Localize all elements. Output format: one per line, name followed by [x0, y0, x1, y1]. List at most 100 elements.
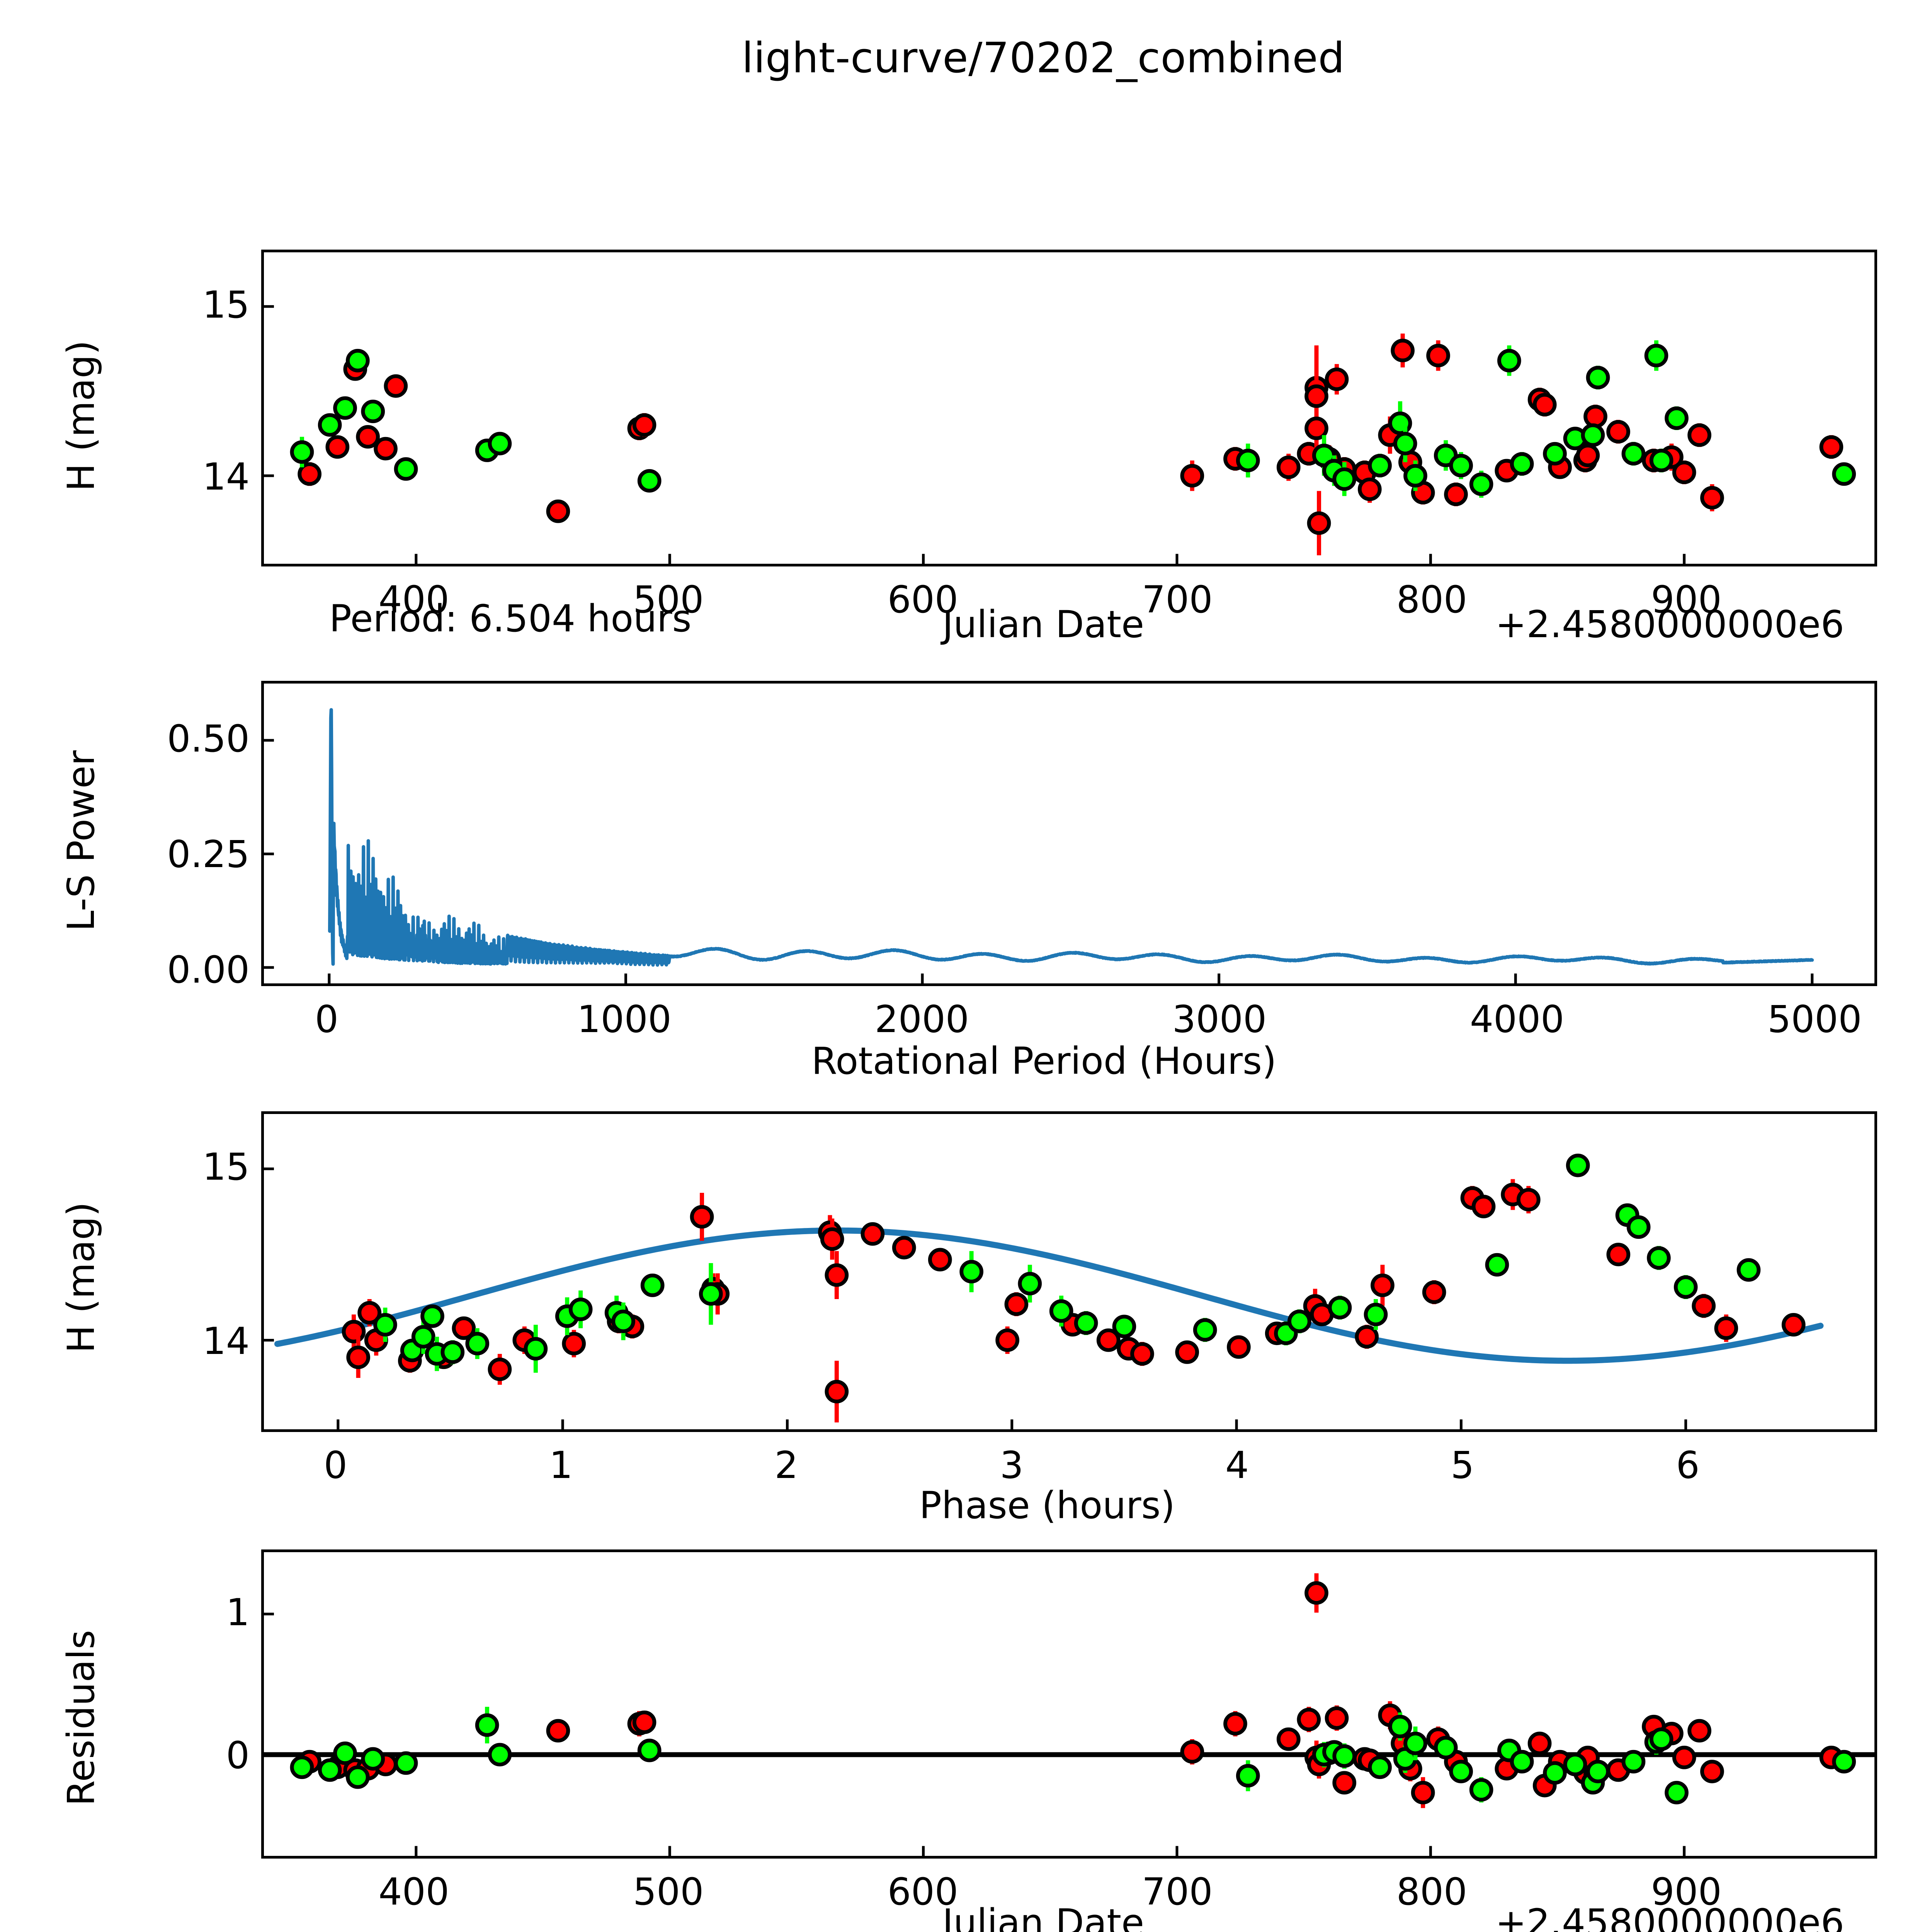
data-point [1388, 1714, 1412, 1738]
ytick-label: 14 [202, 455, 250, 499]
data-point [892, 1236, 916, 1260]
data-point [1497, 349, 1521, 372]
data-point [1714, 1316, 1738, 1340]
data-point [384, 374, 408, 398]
data-point [1332, 1744, 1357, 1768]
data-point [356, 425, 380, 449]
xtick-label: 700 [1142, 578, 1213, 621]
data-point [1368, 1755, 1392, 1779]
xtick-label: 700 [1142, 1870, 1213, 1913]
data-point [1355, 1325, 1379, 1349]
data-point [1304, 1581, 1328, 1605]
data-point [546, 1719, 570, 1743]
data-point [861, 1222, 885, 1246]
data-point [346, 1345, 370, 1369]
data-point [1096, 1328, 1121, 1352]
residuals-x-offset: +2.4580000000e6 [1495, 1901, 1844, 1932]
xtick-label: 2000 [874, 998, 969, 1041]
data-point [1543, 442, 1567, 466]
data-point [562, 1332, 586, 1355]
data-point [1606, 420, 1630, 444]
data-point [361, 400, 385, 423]
data-point [1649, 449, 1673, 473]
sinusoid-fit-line [274, 1227, 1824, 1364]
data-point [342, 1320, 366, 1344]
data-point [1644, 344, 1668, 367]
data-point [1018, 1272, 1042, 1296]
data-point [333, 396, 357, 420]
data-point [1673, 1275, 1698, 1299]
data-point [1403, 1731, 1427, 1755]
data-point [1516, 1188, 1541, 1212]
data-point [1004, 1292, 1029, 1316]
data-point [1471, 1195, 1496, 1218]
data-point [488, 1357, 512, 1381]
data-point [1325, 1706, 1349, 1730]
data-point [1304, 384, 1328, 408]
xtick-label: 1000 [577, 998, 672, 1041]
ytick-label: 0 [226, 1734, 250, 1777]
data-point [1276, 1727, 1301, 1751]
data-point [1297, 1708, 1321, 1731]
data-point [1510, 1750, 1534, 1774]
data-point [1621, 442, 1646, 466]
data-point [1391, 338, 1415, 362]
data-point [546, 499, 570, 523]
xtick-label: 800 [1396, 578, 1468, 621]
data-point [394, 457, 418, 481]
data-point [1236, 449, 1260, 473]
xtick-label: 5 [1451, 1444, 1475, 1487]
data-point [1621, 1750, 1646, 1774]
data-point [1332, 467, 1357, 491]
data-point [1236, 1764, 1260, 1787]
data-point [1469, 472, 1493, 496]
xtick-label: 500 [633, 578, 704, 621]
data-point [632, 413, 656, 437]
data-point [1393, 432, 1417, 456]
data-point [290, 1755, 314, 1779]
data-point [1422, 1280, 1446, 1304]
data-point [1543, 1761, 1567, 1785]
data-point [1583, 405, 1607, 429]
data-point [465, 1332, 490, 1355]
xtick-label: 3000 [1172, 998, 1267, 1041]
data-point [1819, 435, 1844, 459]
data-point [1626, 1215, 1651, 1239]
xtick-label: 2 [774, 1444, 798, 1487]
lightcurve-xlabel: Julian Date [942, 603, 1145, 646]
residuals-plot-area [264, 1573, 1874, 1856]
data-point [524, 1337, 548, 1361]
data-point [1180, 464, 1204, 488]
phase-xlabel: Phase (hours) [919, 1484, 1175, 1527]
data-point [1357, 477, 1382, 501]
lightcurve-x-offset: +2.4580000000e6 [1495, 603, 1844, 646]
data-point [1700, 1760, 1724, 1784]
data-point [373, 1313, 397, 1337]
data-point [325, 435, 350, 459]
periodogram-plot-area [264, 708, 1814, 983]
data-point [928, 1248, 952, 1272]
data-point [1287, 1310, 1311, 1333]
data-point [290, 440, 314, 464]
data-point [346, 1765, 370, 1789]
data-point [1665, 406, 1689, 430]
periodogram-xlabel: Rotational Period (Hours) [811, 1039, 1277, 1083]
data-point [825, 1380, 849, 1403]
series-green [290, 340, 1856, 498]
data-point [1364, 1303, 1388, 1327]
phase-plot-area [264, 1153, 1824, 1429]
data-point [1832, 462, 1856, 486]
xtick-label: 600 [887, 1870, 958, 1913]
data-point [959, 1260, 983, 1284]
data-point [1049, 1299, 1073, 1323]
periodogram-line [328, 708, 1814, 967]
data-point [1449, 454, 1473, 478]
series-red [298, 1573, 1844, 1808]
data-point [1510, 452, 1534, 476]
residuals-panel [261, 1549, 1877, 1859]
xtick-label: 4000 [1469, 998, 1565, 1041]
ytick-label: 15 [202, 283, 250, 327]
lightcurve-panel [261, 250, 1877, 566]
data-point [1371, 1274, 1395, 1297]
data-point [1781, 1313, 1806, 1337]
